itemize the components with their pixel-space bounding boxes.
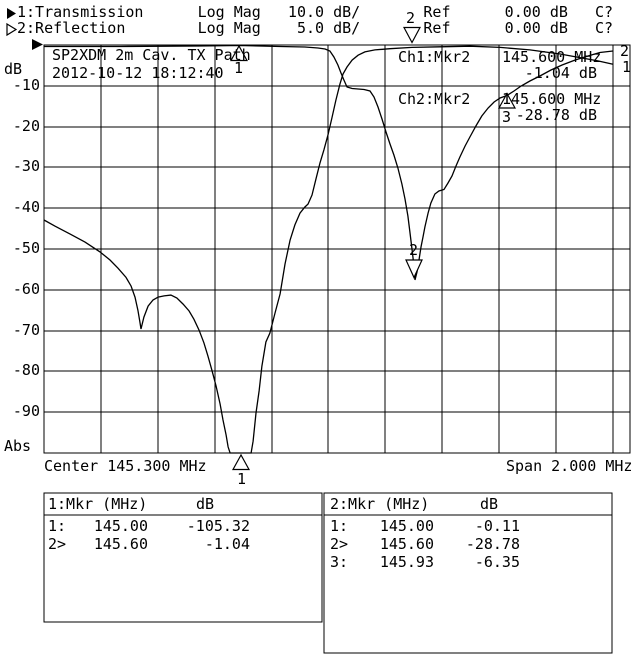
- marker-table-boxes: [43, 492, 613, 654]
- marker2-trace2-triangle-icon: [405, 259, 423, 279]
- header-trace2-status: 2:Reflection Log Mag 5.0 dB/ Ref 0.00 dB…: [17, 19, 614, 37]
- reference-level-pointer-icon: [32, 39, 43, 50]
- marker1-trace1-triangle-icon: [231, 453, 251, 471]
- y-axis-tick-label: -30: [12, 157, 40, 176]
- ch2-row1-num: 1:: [330, 517, 349, 535]
- y-axis-tick-label: -20: [12, 116, 40, 135]
- y-axis-tick-label: -60: [12, 279, 40, 298]
- transmission-trace: [43, 45, 614, 454]
- x-axis-center-label: Center 145.300 MHz: [44, 457, 207, 475]
- ch2-row1-db: -0.11: [474, 517, 520, 535]
- ch1-row1-db: -105.32: [186, 517, 250, 535]
- ch1-marker-table-box: [43, 492, 323, 623]
- y-axis-bottom-label: Abs: [4, 437, 32, 455]
- marker2-trace1-triangle-icon: [403, 26, 421, 44]
- marker3-trace2-digit: 3: [502, 108, 512, 126]
- y-axis-tick-label: -50: [12, 239, 40, 257]
- sweep-timestamp: 2012-10-12 18:12:40: [52, 64, 224, 82]
- sweep-title: SP2XDM 2m Cav. TX Path: [52, 46, 251, 64]
- ch2-marker-readout-label: Ch2:Mkr2: [398, 90, 471, 108]
- header-trace1-status: 1:Transmission Log Mag 10.0 dB/ Ref 0.00…: [17, 3, 614, 21]
- ch2-row1-freq: 145.00: [379, 517, 434, 535]
- ch2-table-header-db: dB: [480, 495, 499, 513]
- ch2-marker-readout-freq: 145.600 MHz: [502, 90, 602, 108]
- y-axis-tick-label: -40: [12, 198, 40, 217]
- marker3-trace2-triangle-icon: [497, 92, 517, 109]
- x-axis-span-label: Span 2.000 MHz: [506, 457, 633, 475]
- graticule: [43, 44, 631, 454]
- ch2-row3-freq: 145.93: [379, 553, 434, 571]
- trace2-pointer-icon: [6, 22, 18, 37]
- marker2-trace2-digit: 2: [409, 241, 419, 259]
- y-axis-unit-label: dB: [4, 60, 23, 78]
- ch1-marker-readout-label: Ch1:Mkr2: [398, 48, 471, 66]
- ch2-row2-db: -28.78: [465, 535, 520, 553]
- ch1-table-header-db: dB: [196, 495, 215, 513]
- reflection-trace: [44, 44, 614, 281]
- y-axis-tick-label: -10: [12, 75, 40, 94]
- ch2-row2-freq: 145.60: [379, 535, 434, 553]
- ch1-row2-db: -1.04: [204, 535, 250, 553]
- ch2-marker-table-box: [323, 492, 613, 654]
- ch2-table-header: 2:Mkr (MHz): [330, 495, 430, 513]
- trace1-end-label: 1: [622, 58, 632, 76]
- ch2-marker-readout-value: -28.78 dB: [515, 106, 597, 124]
- marker1-trace1-digit: 1: [237, 470, 247, 488]
- marker2-trace1-digit: 2: [406, 9, 416, 27]
- ch1-table-header: 1:Mkr (MHz): [48, 495, 148, 513]
- ch1-row2-freq: 145.60: [93, 535, 148, 553]
- ch1-marker-readout-freq: 145.600 MHz: [502, 48, 602, 66]
- y-axis-tick-label: -90: [12, 402, 40, 421]
- ch1-row1-num: 1:: [48, 517, 67, 535]
- ch2-row3-num: 3:: [330, 553, 349, 571]
- y-axis-tick-label: -70: [12, 320, 40, 339]
- ch2-row3-db: -6.35: [474, 553, 520, 571]
- marker1-trace2-triangle-icon: [229, 44, 249, 62]
- ch1-row2-num: 2>: [48, 535, 67, 553]
- ch1-marker-readout-value: -1.04 dB: [524, 64, 597, 82]
- ch2-row2-num: 2>: [330, 535, 349, 553]
- trace2-end-label: 2: [620, 42, 630, 60]
- y-axis-tick-label: -80: [12, 361, 40, 380]
- marker1-trace2-digit: 1: [234, 59, 244, 77]
- ch1-row1-freq: 145.00: [93, 517, 148, 535]
- active-trace1-pointer-icon: [7, 8, 16, 19]
